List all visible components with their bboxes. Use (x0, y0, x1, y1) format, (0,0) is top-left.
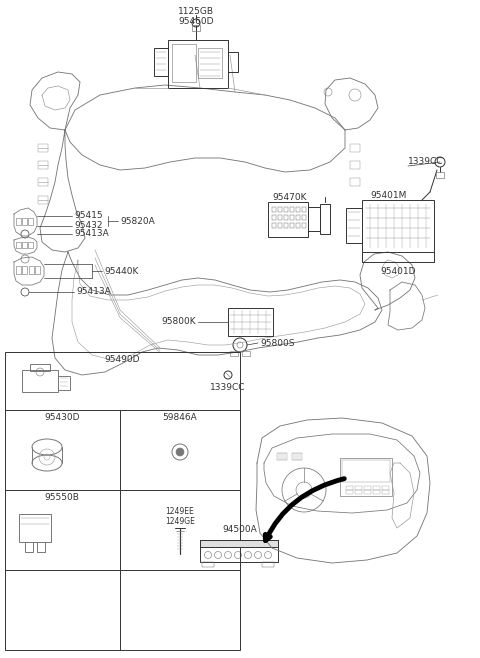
Bar (22, 370, 58, 392)
Bar (355, 486, 362, 490)
Bar (346, 490, 353, 494)
Bar (25, 542, 33, 552)
Bar (272, 215, 276, 220)
Bar (29, 266, 34, 274)
Bar (228, 308, 273, 336)
Bar (35, 266, 40, 274)
Bar (382, 486, 389, 490)
Text: 95800K: 95800K (161, 318, 196, 326)
Bar (200, 540, 278, 562)
Bar (38, 178, 48, 186)
Bar (382, 490, 389, 494)
Bar (296, 215, 300, 220)
Text: 95800S: 95800S (260, 338, 295, 347)
Text: 95401D: 95401D (380, 268, 416, 276)
Text: 95470K: 95470K (272, 193, 307, 201)
Text: 95550B: 95550B (45, 494, 79, 503)
Bar (350, 178, 360, 186)
Text: 1249GE: 1249GE (165, 517, 195, 526)
Bar (278, 223, 282, 228)
Bar (22, 242, 27, 248)
Text: 95401M: 95401M (370, 191, 407, 201)
Bar (30, 364, 50, 371)
Text: 59846A: 59846A (163, 413, 197, 422)
Bar (268, 202, 308, 237)
Bar (28, 242, 33, 248)
Bar (16, 242, 21, 248)
Text: 95415: 95415 (74, 211, 103, 220)
Text: 1125GB: 1125GB (178, 7, 214, 16)
Bar (202, 562, 214, 567)
Bar (373, 490, 380, 494)
Bar (272, 207, 276, 212)
Bar (296, 207, 300, 212)
Text: 95820A: 95820A (120, 216, 155, 226)
Bar (362, 200, 434, 252)
Text: 1339CC: 1339CC (408, 157, 444, 166)
Bar (272, 223, 276, 228)
Bar (302, 223, 306, 228)
Bar (278, 215, 282, 220)
Bar (277, 453, 287, 460)
Bar (373, 486, 380, 490)
Bar (355, 490, 362, 494)
Bar (154, 48, 168, 76)
Bar (28, 218, 33, 225)
Bar (228, 52, 238, 72)
Text: 95413A: 95413A (74, 230, 109, 238)
Bar (22, 218, 27, 225)
Bar (296, 223, 300, 228)
Text: 95440K: 95440K (104, 266, 138, 276)
Bar (290, 223, 294, 228)
Circle shape (176, 448, 184, 456)
Text: 94500A: 94500A (222, 526, 257, 534)
Bar (38, 144, 48, 152)
Text: 1249EE: 1249EE (166, 507, 194, 517)
Bar (5, 352, 240, 650)
Bar (350, 161, 360, 169)
Bar (308, 207, 320, 231)
Bar (284, 223, 288, 228)
Bar (38, 196, 48, 204)
Bar (192, 25, 200, 31)
Text: 95460D: 95460D (178, 18, 214, 26)
Bar (22, 266, 27, 274)
Bar (320, 204, 330, 234)
Text: 95432: 95432 (74, 222, 103, 230)
Bar (58, 376, 70, 390)
Bar (38, 161, 48, 169)
Bar (346, 208, 362, 243)
Bar (198, 48, 222, 78)
Bar (284, 215, 288, 220)
Bar (200, 540, 278, 547)
Bar (342, 460, 390, 482)
Bar (290, 215, 294, 220)
Bar (290, 207, 294, 212)
Bar (284, 207, 288, 212)
Bar (436, 172, 444, 178)
Text: 1339CC: 1339CC (210, 382, 245, 392)
Text: 95413A: 95413A (76, 288, 111, 297)
Bar (350, 144, 360, 152)
Bar (37, 542, 45, 552)
Bar (172, 44, 196, 82)
Bar (262, 562, 274, 567)
Bar (292, 453, 302, 460)
Bar (364, 490, 371, 494)
Bar (340, 458, 392, 496)
Bar (346, 486, 353, 490)
Bar (302, 207, 306, 212)
Bar (168, 40, 228, 88)
Bar (364, 486, 371, 490)
Bar (16, 218, 21, 225)
Bar (19, 514, 51, 542)
Bar (242, 351, 250, 356)
Bar (302, 215, 306, 220)
Text: 95430D: 95430D (44, 413, 80, 422)
Bar (16, 266, 21, 274)
Bar (230, 351, 238, 356)
Text: 95490D: 95490D (104, 355, 140, 365)
Bar (278, 207, 282, 212)
